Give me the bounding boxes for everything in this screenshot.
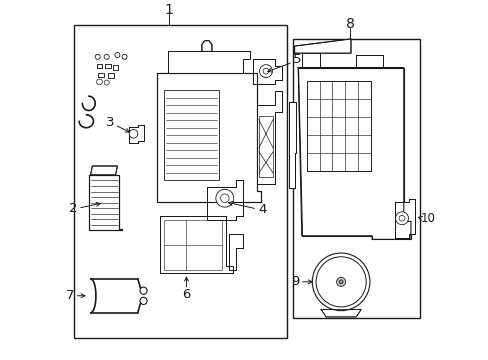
Polygon shape xyxy=(289,102,296,188)
Circle shape xyxy=(129,130,138,138)
Polygon shape xyxy=(167,51,249,73)
Text: 8: 8 xyxy=(345,17,354,31)
Circle shape xyxy=(398,215,404,221)
Polygon shape xyxy=(113,66,118,70)
Polygon shape xyxy=(257,91,282,184)
Polygon shape xyxy=(157,73,260,202)
Bar xyxy=(163,90,219,180)
Text: 9: 9 xyxy=(290,275,299,288)
Circle shape xyxy=(104,80,109,85)
Polygon shape xyxy=(229,234,243,270)
Polygon shape xyxy=(356,55,382,68)
Text: 5: 5 xyxy=(293,53,301,66)
Polygon shape xyxy=(90,166,117,175)
Circle shape xyxy=(140,297,147,305)
Bar xyxy=(292,39,419,318)
Polygon shape xyxy=(160,216,232,273)
Polygon shape xyxy=(206,180,242,220)
Polygon shape xyxy=(97,64,102,68)
Circle shape xyxy=(115,53,120,58)
Bar xyxy=(258,116,273,177)
Circle shape xyxy=(259,65,272,77)
Bar xyxy=(163,220,222,270)
Polygon shape xyxy=(321,309,361,317)
Circle shape xyxy=(104,54,109,59)
Circle shape xyxy=(263,68,268,74)
Polygon shape xyxy=(253,59,282,84)
Circle shape xyxy=(97,79,102,85)
Polygon shape xyxy=(298,68,410,239)
Polygon shape xyxy=(202,41,211,51)
Text: 7: 7 xyxy=(66,289,74,302)
Polygon shape xyxy=(294,39,350,53)
Circle shape xyxy=(315,257,366,307)
Polygon shape xyxy=(394,199,414,238)
Text: 1: 1 xyxy=(164,3,173,17)
Circle shape xyxy=(395,212,407,225)
Circle shape xyxy=(95,54,100,59)
Polygon shape xyxy=(108,73,114,77)
Bar xyxy=(74,24,287,338)
Polygon shape xyxy=(301,53,319,68)
Circle shape xyxy=(215,189,233,207)
Circle shape xyxy=(140,287,147,294)
Text: 10: 10 xyxy=(420,212,434,225)
Polygon shape xyxy=(98,73,104,77)
Circle shape xyxy=(338,280,343,284)
Bar xyxy=(306,81,370,171)
Polygon shape xyxy=(129,125,143,143)
Text: 3: 3 xyxy=(106,116,114,129)
Text: 4: 4 xyxy=(258,203,266,216)
Polygon shape xyxy=(104,64,110,68)
Circle shape xyxy=(312,253,369,311)
Circle shape xyxy=(336,277,345,286)
Polygon shape xyxy=(89,175,122,230)
Circle shape xyxy=(122,54,127,59)
Text: 6: 6 xyxy=(182,288,190,301)
Circle shape xyxy=(220,194,229,203)
Text: 2: 2 xyxy=(69,202,78,215)
